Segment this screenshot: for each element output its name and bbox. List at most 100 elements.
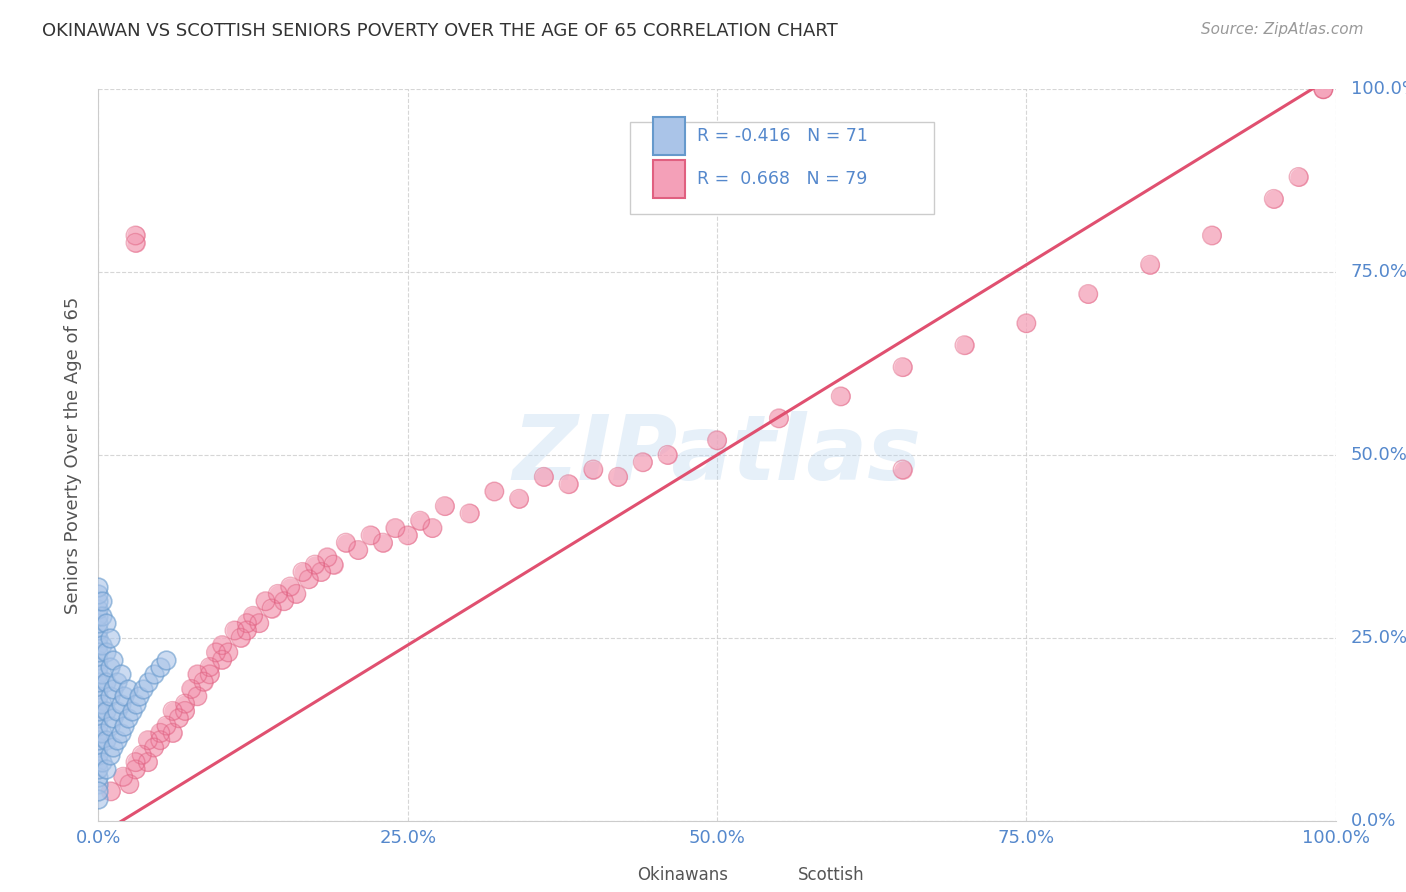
Point (433, 499, 456, 513)
Point (94, 733, 117, 747)
Point (211, 653, 233, 667)
Point (186, 667, 208, 681)
Point (236, 624, 259, 638)
Point (384, 521, 406, 535)
Point (236, 624, 259, 638)
Point (768, 411, 790, 425)
Point (285, 587, 308, 601)
FancyBboxPatch shape (630, 122, 934, 213)
Point (110, 726, 132, 740)
Point (830, 389, 852, 403)
Point (87, 631, 110, 645)
Point (87, 784, 110, 798)
Point (180, 681, 202, 696)
Point (508, 491, 530, 506)
Point (631, 455, 654, 469)
Point (285, 587, 308, 601)
Point (458, 507, 481, 521)
Point (953, 338, 976, 352)
Point (98, 747, 121, 762)
Point (131, 747, 153, 762)
Point (87, 770, 110, 784)
Point (112, 690, 135, 704)
Point (105, 733, 128, 747)
Point (1288, 169, 1310, 184)
Text: 100.0%: 100.0% (1351, 80, 1406, 98)
Point (291, 565, 314, 579)
Point (1015, 316, 1038, 330)
Point (98, 718, 121, 732)
Point (1201, 228, 1223, 243)
Point (174, 704, 197, 718)
Point (291, 565, 314, 579)
Point (309, 565, 332, 579)
Point (891, 462, 914, 476)
Point (87, 755, 110, 769)
Point (149, 733, 172, 747)
Point (87, 791, 110, 805)
Point (136, 755, 159, 769)
Point (224, 624, 246, 638)
Point (607, 470, 630, 484)
FancyBboxPatch shape (605, 861, 634, 890)
Point (1139, 258, 1161, 272)
Point (1288, 169, 1310, 184)
Point (891, 360, 914, 375)
Point (91, 697, 114, 711)
Point (124, 697, 146, 711)
Point (254, 594, 277, 608)
Point (91, 755, 114, 769)
Point (557, 477, 579, 491)
Point (136, 733, 159, 747)
Point (112, 770, 135, 784)
Point (891, 360, 914, 375)
Point (316, 550, 339, 565)
Point (155, 653, 177, 667)
Point (98, 660, 121, 674)
Point (557, 477, 579, 491)
Point (186, 667, 208, 681)
Point (105, 674, 128, 689)
Point (371, 535, 394, 549)
Point (186, 690, 208, 704)
Point (217, 645, 239, 659)
Point (174, 697, 197, 711)
Point (110, 667, 132, 681)
FancyBboxPatch shape (652, 161, 685, 198)
Point (198, 667, 221, 681)
Point (143, 667, 166, 681)
Point (260, 601, 283, 615)
Point (124, 235, 146, 250)
Point (508, 491, 530, 506)
Point (217, 645, 239, 659)
Point (117, 711, 139, 725)
Point (94, 616, 117, 631)
Text: OKINAWAN VS SCOTTISH SENIORS POVERTY OVER THE AGE OF 65 CORRELATION CHART: OKINAWAN VS SCOTTISH SENIORS POVERTY OVE… (42, 22, 838, 40)
Point (87, 740, 110, 755)
Point (91, 638, 114, 652)
Text: 75.0%: 75.0% (1351, 263, 1406, 281)
Point (149, 660, 172, 674)
Point (433, 499, 456, 513)
Point (98, 631, 121, 645)
Text: 50.0%: 50.0% (1351, 446, 1406, 464)
Point (162, 726, 184, 740)
Point (211, 638, 233, 652)
Point (91, 667, 114, 681)
Point (103, 681, 125, 696)
Point (131, 747, 153, 762)
Point (143, 740, 166, 755)
Point (254, 594, 277, 608)
Text: Okinawans: Okinawans (637, 866, 728, 885)
Point (607, 470, 630, 484)
Point (396, 528, 419, 542)
Point (706, 434, 728, 448)
Point (267, 587, 290, 601)
Point (87, 580, 110, 594)
Point (278, 580, 301, 594)
Point (87, 674, 110, 689)
Point (247, 616, 270, 631)
Point (1312, 82, 1334, 96)
Point (422, 521, 444, 535)
Point (1015, 316, 1038, 330)
